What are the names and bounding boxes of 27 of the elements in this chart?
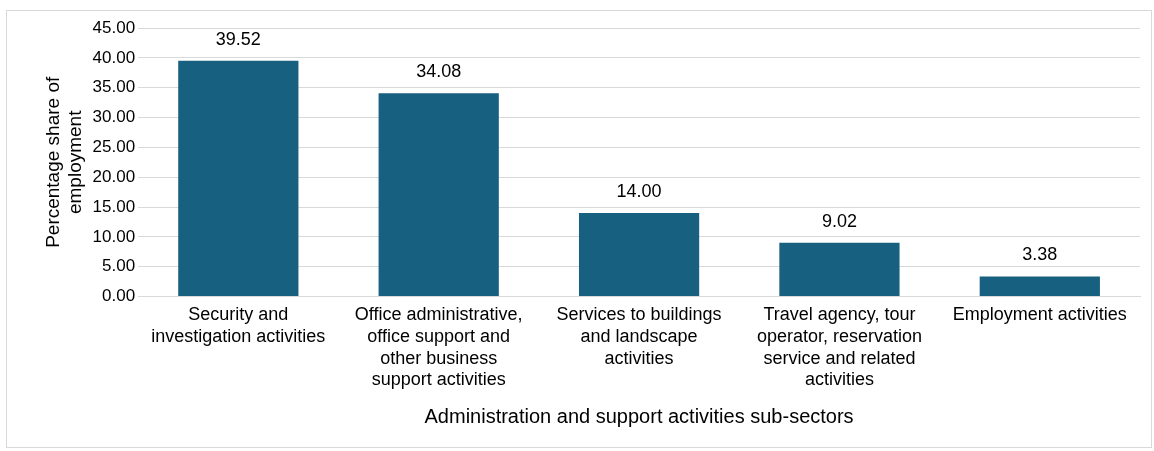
data-label: 9.02	[821, 210, 857, 231]
x-tick-label: Security and investigation activities	[151, 304, 326, 346]
y-tick-label: 15.00	[92, 196, 136, 216]
y-tick-label: 45.00	[92, 17, 136, 37]
data-label: 3.38	[1022, 244, 1058, 265]
y-tick-label: 35.00	[92, 77, 136, 97]
y-tick-label: 25.00	[92, 137, 136, 157]
y-tick-label: 40.00	[92, 47, 136, 67]
y-tick-label: 20.00	[92, 166, 136, 186]
y-axis-title: Percentage share of employment	[41, 76, 86, 248]
x-tick-label: Employment activities	[952, 304, 1127, 325]
data-label: 39.52	[215, 28, 261, 49]
bar	[779, 242, 900, 297]
data-label: 34.08	[416, 61, 462, 82]
y-tick-label: 0.00	[102, 286, 136, 306]
y-tick-label: 30.00	[92, 107, 136, 127]
x-axis-title: Administration and support activities sub-sectors	[424, 404, 854, 427]
bar	[178, 60, 299, 297]
x-tick-label: Services to buildings and landscape activities	[556, 304, 722, 368]
bar	[378, 93, 499, 297]
y-tick-label: 10.00	[92, 226, 136, 246]
bar	[578, 213, 700, 297]
x-tick-label: Travel agency, tour operator, reservation service and related activities	[756, 304, 922, 390]
x-tick-label: Office administrative, office support and other business support activities	[354, 304, 523, 390]
data-label: 14.00	[616, 181, 662, 201]
bar	[979, 276, 1100, 297]
y-tick-label: 5.00	[102, 256, 136, 276]
